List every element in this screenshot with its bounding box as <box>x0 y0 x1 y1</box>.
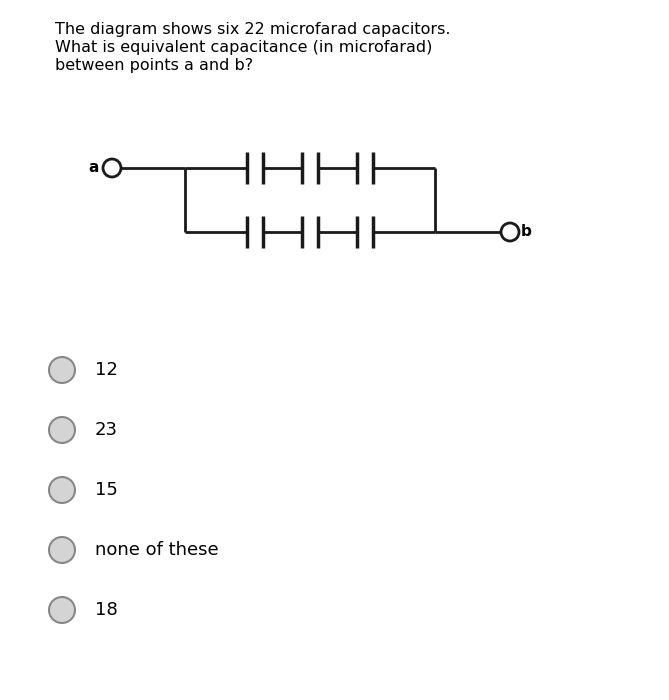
Text: 15: 15 <box>95 481 118 499</box>
Text: between points a and b?: between points a and b? <box>55 58 253 73</box>
Circle shape <box>49 417 75 443</box>
Text: What is equivalent capacitance (in microfarad): What is equivalent capacitance (in micro… <box>55 40 432 55</box>
Text: none of these: none of these <box>95 541 219 559</box>
Circle shape <box>49 477 75 503</box>
Text: 18: 18 <box>95 601 118 619</box>
Text: 23: 23 <box>95 421 118 439</box>
Text: b: b <box>520 225 531 239</box>
Circle shape <box>49 537 75 563</box>
Text: 12: 12 <box>95 361 118 379</box>
Circle shape <box>49 597 75 623</box>
Text: a: a <box>89 160 99 176</box>
Circle shape <box>49 357 75 383</box>
Text: The diagram shows six 22 microfarad capacitors.: The diagram shows six 22 microfarad capa… <box>55 22 450 37</box>
